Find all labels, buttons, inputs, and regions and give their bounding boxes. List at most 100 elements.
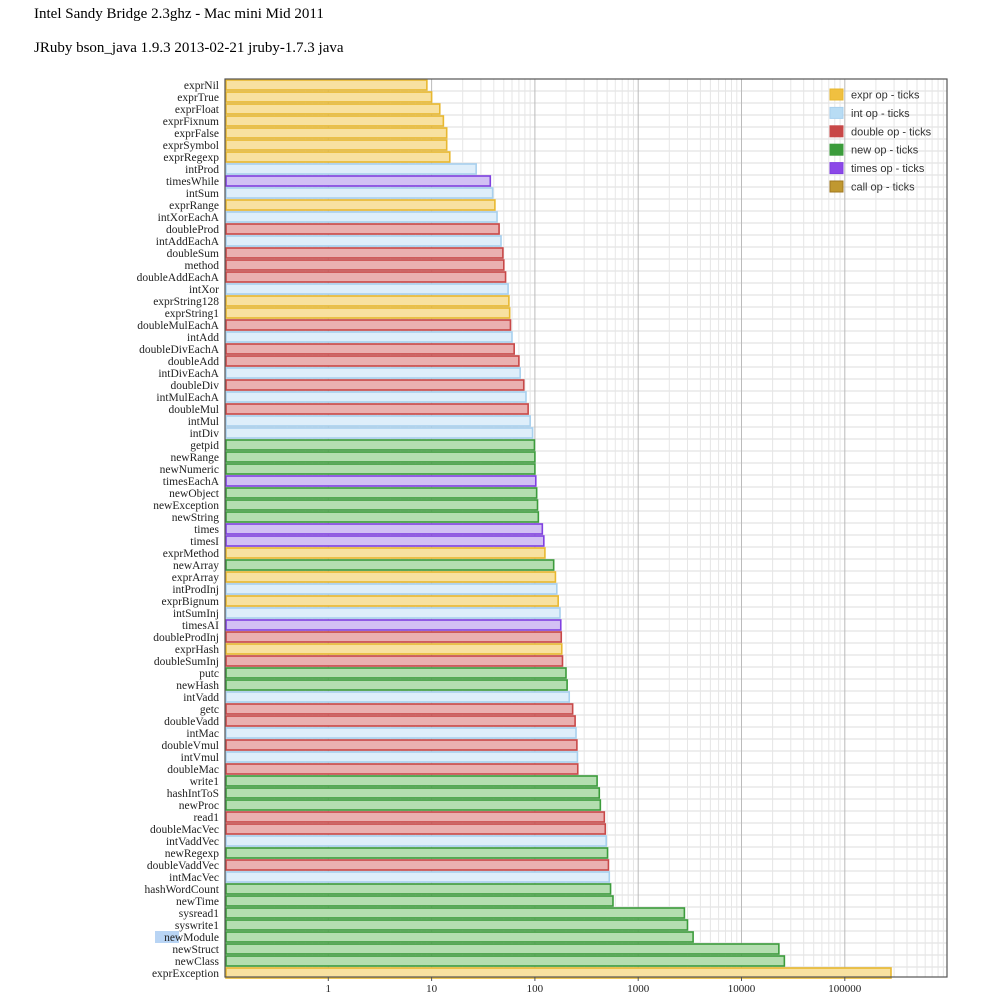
label-highlight <box>155 931 179 943</box>
legend-swatch <box>829 162 844 175</box>
category-label: doubleProd <box>166 224 219 236</box>
bar-exprTrue <box>225 91 433 103</box>
bar-intSumInj <box>225 607 561 619</box>
category-label: intMulEachA <box>156 392 219 404</box>
bar-intVmul <box>225 751 579 763</box>
bar-intDiv <box>225 427 534 439</box>
bar-doubleAddEachA <box>225 271 507 283</box>
category-label: intProdInj <box>172 584 219 596</box>
bar-exprRegexp <box>225 151 451 163</box>
category-label: timesWhile <box>166 176 219 188</box>
bar-hashIntToS <box>225 787 601 799</box>
legend[interactable]: expr op - ticks int op - ticks double op -… <box>829 88 932 194</box>
bar-doubleSum <box>225 247 504 259</box>
category-label: newString <box>172 512 220 524</box>
bar-intMac <box>225 727 577 739</box>
legend-item-int[interactable]: int op - ticks <box>829 106 910 120</box>
category-label: newHash <box>176 680 219 692</box>
bar-intVadd <box>225 691 571 703</box>
category-label: intAdd <box>187 332 219 344</box>
bar-doubleSumInj <box>225 655 564 667</box>
bar-intAddEachA <box>225 235 502 247</box>
category-label: doubleMul <box>169 404 219 416</box>
category-label: exprSymbol <box>163 140 219 152</box>
bar-newException <box>225 499 539 511</box>
category-label: intProd <box>185 164 219 176</box>
category-label: getc <box>200 704 219 716</box>
legend-label: new op - ticks <box>851 145 919 157</box>
bar-exprFixnum <box>225 115 445 127</box>
bar-putc <box>225 667 567 679</box>
category-label: exprHash <box>175 644 219 656</box>
bar-doubleMacVec <box>225 823 607 835</box>
category-label: read1 <box>193 812 219 824</box>
category-label: intAddEachA <box>156 236 220 248</box>
bar-newRegexp <box>225 847 609 859</box>
tick-label: 100 <box>527 983 544 995</box>
bar-getc <box>225 703 574 715</box>
legend-item-new[interactable]: new op - ticks <box>829 143 919 157</box>
legend-swatch <box>829 88 844 101</box>
bar-newArray <box>225 559 555 571</box>
legend-label: expr op - ticks <box>851 90 920 102</box>
bar-timesI <box>225 535 545 547</box>
bar-exprNil <box>225 79 428 91</box>
bar-exprMethod <box>225 547 546 559</box>
bar-newHash <box>225 679 568 691</box>
category-label: newTime <box>176 896 219 908</box>
category-label: intXor <box>189 284 219 296</box>
category-label: exprTrue <box>177 92 219 104</box>
category-label: intMul <box>188 416 219 428</box>
bar-doubleDivEachA <box>225 343 515 355</box>
bar-doubleMulEachA <box>225 319 512 331</box>
bar-sysread1 <box>225 907 686 919</box>
tick-label: 100000 <box>828 983 862 995</box>
bar-intProd <box>225 163 477 175</box>
bar-doubleMac <box>225 763 579 775</box>
bar-exprSymbol <box>225 139 448 151</box>
category-label: intSumInj <box>173 608 219 620</box>
legend-item-double[interactable]: double op - ticks <box>829 125 932 139</box>
category-label: exprRegexp <box>163 152 219 164</box>
bar-method <box>225 259 505 271</box>
bar-intXorEachA <box>225 211 498 223</box>
bar-intProdInj <box>225 583 558 595</box>
tick-label: 1 <box>326 983 332 995</box>
category-label: doubleProdInj <box>153 632 219 644</box>
category-label: doubleVmul <box>162 740 220 752</box>
bar-doubleVaddVec <box>225 859 610 871</box>
category-label: doubleVadd <box>164 716 219 728</box>
legend-swatch <box>829 125 844 138</box>
legend-item-expr[interactable]: expr op - ticks <box>829 88 920 102</box>
bar-hashWordCount <box>225 883 612 895</box>
category-label: doubleMacVec <box>150 824 219 836</box>
bar-timesEachA <box>225 475 537 487</box>
x-axis-ticks: 1 10 100 1000 10000 100000 <box>326 977 862 995</box>
bar-newClass <box>225 955 786 967</box>
category-label: exprString128 <box>153 296 219 308</box>
category-label: doubleSumInj <box>154 656 219 668</box>
category-label: newModule <box>164 932 219 944</box>
bar-doubleVmul <box>225 739 578 751</box>
bar-timesAI <box>225 619 562 631</box>
bar-doubleMul <box>225 403 529 415</box>
legend-swatch <box>829 143 844 156</box>
legend-item-call[interactable]: call op - ticks <box>829 180 915 194</box>
bar-exprRange <box>225 199 496 211</box>
category-label: intVadd <box>183 692 219 704</box>
category-label: times <box>194 524 219 536</box>
bar-newNumeric <box>225 463 536 475</box>
legend-item-times[interactable]: times op - ticks <box>829 162 925 176</box>
category-label: newObject <box>169 488 220 500</box>
bar-exprBignum <box>225 595 559 607</box>
category-label: intMacVec <box>169 872 219 884</box>
category-label: intSum <box>186 188 219 200</box>
tick-label: 1000 <box>627 983 650 995</box>
bar-getpid <box>225 439 536 451</box>
tick-label: 10 <box>426 983 438 995</box>
bar-exprString1 <box>225 307 511 319</box>
category-label: hashWordCount <box>145 884 220 896</box>
category-label: newRegexp <box>165 848 220 860</box>
category-label: intXorEachA <box>158 212 220 224</box>
bar-exprArray <box>225 571 557 583</box>
